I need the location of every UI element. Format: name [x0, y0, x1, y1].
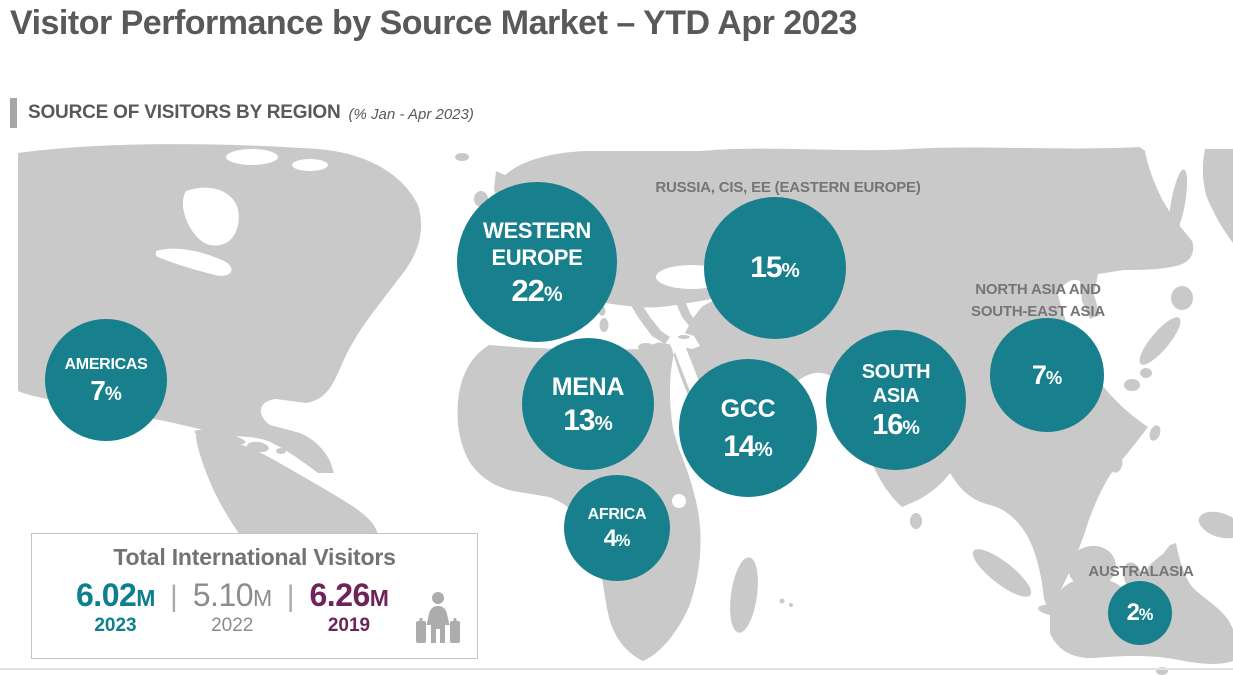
map-south-america	[195, 431, 378, 535]
map-cuba	[194, 429, 246, 445]
bubble-mena-value: 13%	[563, 403, 613, 437]
bubble-africa: AFRICA 4%	[564, 475, 670, 581]
map-hudson-bay	[182, 187, 239, 246]
total-2023-year: 2023	[94, 615, 137, 636]
total-visitors-values: 6.02M 2023 | 5.10M 2022 | 6.26M 2019	[76, 579, 477, 637]
separator: |	[169, 580, 178, 613]
map-italy	[628, 299, 670, 344]
percent-sign: %	[543, 282, 563, 306]
page-title: Visitor Performance by Source Market – Y…	[10, 4, 857, 42]
bubble-western-europe-name: WESTERN EUROPE	[483, 218, 591, 270]
map-great-lakes	[156, 248, 232, 276]
map-taiwan	[1149, 425, 1161, 441]
percent-sign: %	[1045, 366, 1063, 388]
bubble-gcc-name: GCC	[720, 394, 776, 423]
map-java	[1038, 603, 1098, 619]
total-2023-value: 6.02M	[76, 577, 155, 613]
bubble-western-europe: WESTERN EUROPE 22%	[457, 182, 617, 342]
bubble-mena: MENA 13%	[522, 338, 654, 470]
map-puerto-rico	[276, 448, 286, 454]
total-2019: 6.26M 2019	[310, 579, 389, 637]
map-sardinia	[599, 318, 609, 332]
bubble-australasia: 2%	[1108, 581, 1172, 645]
map-cyprus	[697, 332, 707, 338]
section-header: SOURCE OF VISITORS BY REGION (% Jan - Ap…	[10, 98, 474, 128]
map-philippines-1	[1100, 424, 1116, 454]
total-visitors-box: Total International Visitors 6.02M 2023 …	[31, 533, 478, 659]
bubble-africa-value: 4%	[603, 525, 631, 553]
bubble-south-asia: SOUTH ASIA 16%	[826, 330, 966, 470]
map-shikoku	[1140, 368, 1152, 378]
total-2022-year: 2022	[211, 615, 254, 636]
bubble-russia-cis-ee-value: 15%	[750, 251, 800, 284]
bubble-western-europe-value: 22%	[511, 272, 563, 308]
map-new-guinea	[1198, 511, 1233, 539]
map-sakhalin	[1168, 169, 1188, 237]
percent-sign: %	[594, 412, 613, 435]
map-madagascar	[730, 557, 758, 633]
bubble-africa-name: AFRICA	[587, 505, 647, 523]
millions-suffix: M	[136, 585, 155, 611]
map-lake-victoria	[672, 494, 686, 508]
label-australasia: AUSTRALASIA	[1088, 563, 1194, 580]
section-title: SOURCE OF VISITORS BY REGION	[28, 102, 341, 123]
map-sumatra	[972, 549, 1032, 597]
map-reunion	[789, 603, 793, 607]
map-hispaniola	[247, 441, 269, 453]
millions-suffix: M	[369, 585, 389, 611]
map-arctic-notch-2	[292, 159, 328, 171]
label-russia-cis-ee: RUSSIA, CIS, EE (EASTERN EUROPE)	[655, 179, 921, 196]
map-mauritius	[779, 598, 785, 604]
bubble-mena-name: MENA	[551, 373, 625, 402]
separator: |	[286, 580, 295, 613]
percent-sign: %	[104, 384, 122, 406]
map-arctic-notch-1	[226, 149, 278, 165]
slide-bottom-divider	[0, 668, 1233, 670]
map-northeast-asia-corner	[1202, 149, 1233, 243]
label-north-south-east-asia: NORTH ASIA AND SOUTH-EAST ASIA	[971, 281, 1105, 320]
map-crete	[678, 335, 690, 339]
total-2022: 5.10M 2022	[193, 579, 272, 637]
map-philippines-3	[1093, 455, 1101, 467]
total-2022-value: 5.10M	[192, 577, 272, 613]
map-honshu	[1139, 317, 1181, 365]
percent-sign: %	[1138, 606, 1154, 624]
total-2019-value: 6.26M	[309, 577, 389, 613]
bubble-south-asia-value: 16%	[872, 409, 920, 442]
bubble-americas-name: AMERICAS	[64, 355, 148, 373]
bubble-australasia-value: 2%	[1126, 599, 1154, 626]
map-sri-lanka	[910, 513, 922, 529]
map-iceland	[455, 153, 469, 161]
map-kyushu	[1124, 379, 1140, 391]
bubble-gcc-value: 14%	[723, 430, 773, 464]
percent-sign: %	[615, 532, 631, 551]
bubble-russia-cis-ee: 15%	[704, 197, 846, 339]
bubble-north-south-east-asia: 7%	[990, 318, 1104, 432]
bubble-americas: AMERICAS 7%	[45, 319, 167, 441]
section-accent-bar	[10, 98, 17, 128]
percent-sign: %	[754, 439, 773, 462]
percent-sign: %	[902, 417, 920, 440]
section-period: (% Jan - Apr 2023)	[348, 105, 474, 123]
total-visitors-title: Total International Visitors	[113, 544, 396, 570]
map-hokkaido	[1171, 286, 1193, 310]
millions-suffix: M	[253, 585, 272, 611]
map-philippines-2	[1111, 457, 1123, 473]
percent-sign: %	[781, 260, 800, 282]
traveler-icon	[416, 592, 460, 643]
bubble-south-asia-name: SOUTH ASIA	[861, 360, 931, 407]
bubble-americas-value: 7%	[90, 375, 122, 407]
bubble-north-south-east-asia-value: 7%	[1031, 359, 1063, 390]
total-2023: 6.02M 2023	[76, 579, 155, 637]
bubble-gcc: GCC 14%	[679, 359, 817, 497]
map-jamaica	[230, 450, 242, 456]
map-sicily	[638, 343, 654, 351]
map-borneo	[1068, 545, 1116, 589]
map-greece	[676, 301, 697, 328]
total-2019-year: 2019	[327, 615, 371, 636]
